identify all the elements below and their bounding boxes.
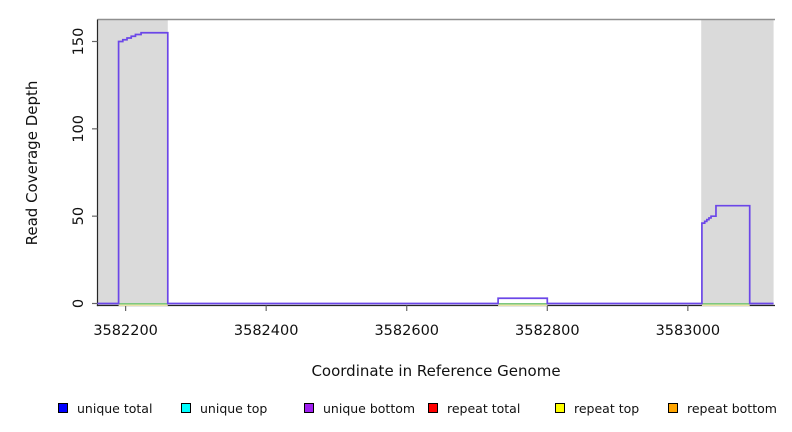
legend-swatch-icon xyxy=(58,403,68,413)
y-axis-title: Read Coverage Depth xyxy=(23,81,41,246)
shaded-region xyxy=(97,19,168,306)
shaded-region xyxy=(701,19,774,306)
legend-swatch-icon xyxy=(428,403,438,413)
x-tick-label: 3582600 xyxy=(374,323,439,339)
chart-layer: 3582200 3582400 3582600 3582800 3583000 0 50 10… xyxy=(71,18,775,339)
x-tick-label: 3582200 xyxy=(93,323,158,339)
legend: unique total unique top unique bottom repea… xyxy=(0,400,792,420)
y-tick-label: 100 xyxy=(71,115,87,143)
y-tick-label: 150 xyxy=(71,28,87,56)
x-tick-label: 3583000 xyxy=(656,323,721,339)
legend-item-unique-total: unique total xyxy=(58,400,152,416)
legend-item-unique-top: unique top xyxy=(181,400,267,416)
legend-swatch-icon xyxy=(668,403,678,413)
x-tick-label: 3582800 xyxy=(515,323,580,339)
x-axis-title: Coordinate in Reference Genome xyxy=(311,362,560,380)
legend-item-unique-bottom: unique bottom xyxy=(304,400,415,416)
legend-label: unique top xyxy=(200,400,268,416)
legend-swatch-icon xyxy=(181,403,191,413)
legend-label: repeat top xyxy=(574,400,640,416)
legend-swatch-icon xyxy=(304,403,314,413)
legend-label: repeat total xyxy=(447,400,521,416)
coverage-line xyxy=(97,31,774,305)
legend-item-repeat-total: repeat total xyxy=(428,400,520,416)
legend-swatch-icon xyxy=(555,403,565,413)
legend-label: repeat bottom xyxy=(687,400,777,416)
legend-label: unique total xyxy=(77,400,153,416)
x-tick-label: 3582400 xyxy=(234,323,299,339)
y-tick-label: 0 xyxy=(71,299,87,308)
y-tick-label: 50 xyxy=(71,207,87,225)
legend-item-repeat-bottom: repeat bottom xyxy=(668,400,777,416)
legend-item-repeat-top: repeat top xyxy=(555,400,639,416)
legend-label: unique bottom xyxy=(323,400,416,416)
